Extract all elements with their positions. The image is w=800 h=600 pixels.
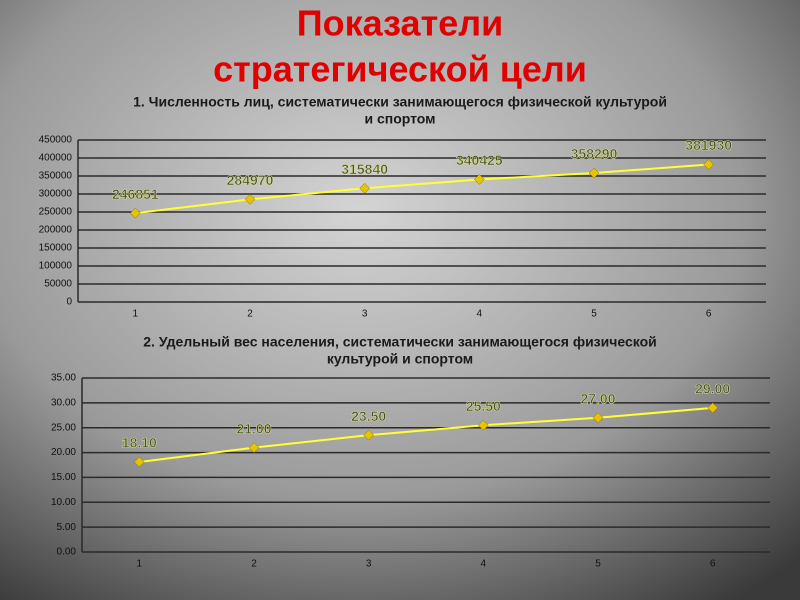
y-tick-label: 5.00	[57, 522, 77, 533]
chart-title: 1. Численность лиц, систематически заним…	[133, 94, 667, 110]
chart-title: 2. Удельный вес населения, систематическ…	[143, 334, 656, 350]
x-tick-label: 6	[710, 559, 716, 570]
marker	[363, 429, 375, 441]
value-label: 23.50	[351, 408, 386, 424]
x-tick-label: 1	[137, 559, 143, 570]
y-tick-label: 300000	[39, 189, 73, 200]
value-label: 25.50	[466, 398, 501, 414]
y-tick-label: 50000	[44, 279, 72, 290]
y-tick-label: 0	[66, 297, 72, 308]
y-tick-label: 20.00	[51, 447, 76, 458]
marker	[359, 182, 371, 194]
value-label: 18.10	[122, 435, 157, 451]
y-tick-label: 25.00	[51, 422, 76, 433]
y-tick-label: 0.00	[57, 547, 77, 558]
value-label: 246851	[112, 186, 159, 202]
value-label: 284970	[227, 172, 274, 188]
x-tick-label: 3	[362, 309, 368, 320]
y-tick-label: 250000	[39, 207, 73, 218]
y-tick-label: 100000	[39, 261, 73, 272]
marker	[477, 419, 489, 431]
y-tick-label: 150000	[39, 243, 73, 254]
value-label: 315840	[341, 161, 388, 177]
chart-title: культурой и спортом	[327, 351, 473, 367]
y-tick-label: 450000	[39, 135, 73, 146]
y-tick-label: 15.00	[51, 472, 76, 483]
x-tick-label: 1	[133, 309, 139, 320]
data-line	[139, 406, 713, 464]
marker	[588, 167, 600, 179]
value-label: 29.00	[695, 381, 730, 397]
value-label: 381930	[685, 137, 732, 153]
marker	[244, 194, 256, 205]
y-tick-label: 350000	[39, 171, 73, 182]
marker	[473, 174, 485, 185]
x-tick-label: 2	[247, 309, 253, 320]
y-tick-label: 30.00	[51, 397, 76, 408]
y-tick-label: 10.00	[51, 497, 76, 508]
value-label: 358290	[571, 146, 618, 162]
x-tick-label: 4	[481, 559, 487, 570]
value-label: 21.00	[236, 420, 271, 436]
slide-title: стратегической цели	[213, 49, 587, 90]
x-tick-label: 4	[477, 309, 483, 320]
marker	[592, 412, 604, 424]
marker	[133, 456, 145, 468]
x-tick-label: 6	[706, 309, 712, 320]
x-tick-label: 2	[251, 559, 257, 570]
x-tick-label: 5	[595, 559, 601, 570]
x-tick-label: 5	[591, 309, 597, 320]
slide-title: Показатели	[297, 3, 503, 44]
marker	[129, 207, 141, 219]
marker	[703, 159, 715, 170]
data-line	[135, 163, 709, 215]
y-tick-label: 400000	[39, 153, 73, 164]
x-tick-label: 3	[366, 559, 372, 570]
marker	[248, 442, 260, 453]
y-tick-label: 200000	[39, 225, 73, 236]
value-label: 27.00	[580, 390, 615, 406]
chart-title: и спортом	[364, 111, 435, 127]
y-tick-label: 35.00	[51, 373, 76, 384]
value-label: 340425	[456, 152, 503, 168]
marker	[707, 402, 719, 414]
